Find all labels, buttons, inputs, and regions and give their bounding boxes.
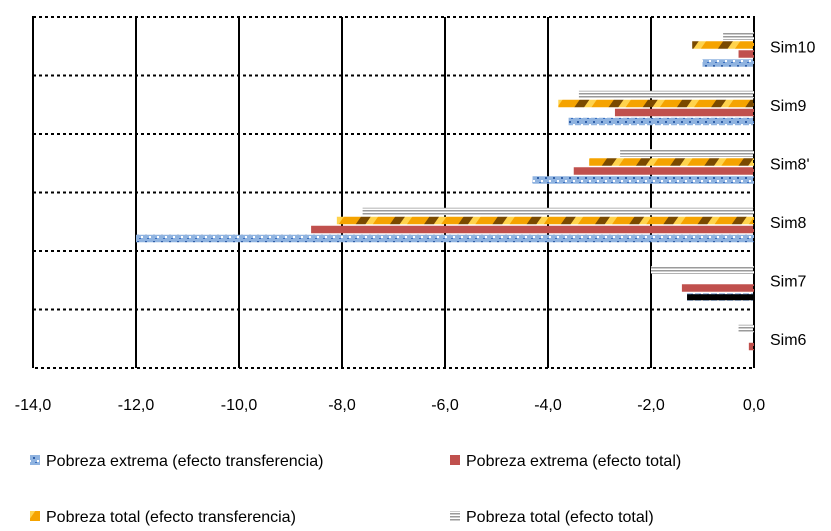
category-label: Sim10 xyxy=(770,39,815,56)
legend-label: Pobreza total (efecto transferencia) xyxy=(46,509,296,526)
x-tick-label: -2,0 xyxy=(637,397,665,414)
bar-Sim10-series-3 xyxy=(738,50,754,58)
bar-Sim10-series-1 xyxy=(723,32,754,40)
bar-Sim8-series-3 xyxy=(311,225,754,234)
bar-Sim8-series-4 xyxy=(136,234,754,243)
x-tick-labels: -14,0 -12,0 -10,0 -8,0 -6,0 -4,0 -2,0 0,0 xyxy=(15,397,765,414)
bar-Sim9-series-2 xyxy=(558,99,754,108)
x-tick-label: -12,0 xyxy=(118,397,155,414)
grid-lines xyxy=(32,17,755,368)
category-label: Sim8' xyxy=(770,156,810,173)
x-tick-label: -4,0 xyxy=(534,397,562,414)
bar-Sim8-series-3 xyxy=(573,167,754,175)
bar-Sim6-series-1 xyxy=(738,324,754,333)
category-label: Sim9 xyxy=(770,98,807,115)
category-label: Sim8 xyxy=(770,215,807,232)
bar-Sim8-series-2 xyxy=(336,216,754,225)
x-tick-label: -14,0 xyxy=(15,397,52,414)
legend-label: Pobreza extrema (efecto transferencia) xyxy=(46,453,323,470)
bar-Sim10-series-2 xyxy=(692,41,754,49)
bar-Sim8-series-2 xyxy=(589,158,754,166)
legend-swatch xyxy=(30,455,40,465)
bar-Sim6-series-3 xyxy=(748,342,754,351)
bar-Sim8-series-1 xyxy=(620,149,754,157)
x-tick-label: -6,0 xyxy=(431,397,459,414)
legend-swatch xyxy=(30,511,40,521)
bar-Sim8-series-1 xyxy=(362,207,754,216)
bar-Sim7-series-1 xyxy=(651,266,754,274)
x-tick-label: -10,0 xyxy=(221,397,258,414)
legend-label: Pobreza total (efecto total) xyxy=(466,509,654,526)
bar-Sim7-series-3 xyxy=(681,284,754,292)
plot-border xyxy=(32,16,755,369)
x-tick-label: -8,0 xyxy=(328,397,356,414)
legend-swatch xyxy=(450,455,460,465)
bar-Sim9-series-1 xyxy=(578,90,754,99)
legend-label: Pobreza extrema (efecto total) xyxy=(466,453,681,470)
x-tick-label: 0,0 xyxy=(743,397,765,414)
bar-Sim7-shadow xyxy=(687,294,754,301)
bar-Sim10-series-4 xyxy=(702,59,754,67)
category-label: Sim6 xyxy=(770,332,807,349)
legend: Pobreza extrema (efecto transferencia) Po… xyxy=(30,453,681,526)
bars xyxy=(136,32,754,351)
legend-swatch xyxy=(450,511,460,521)
bar-Sim8-series-4 xyxy=(532,176,754,184)
bar-Sim9-series-4 xyxy=(568,117,754,126)
bar-Sim9-series-3 xyxy=(614,108,754,117)
category-label: Sim7 xyxy=(770,273,807,290)
category-labels: Sim10 Sim9 Sim8' Sim8 Sim7 Sim6 xyxy=(770,39,815,349)
